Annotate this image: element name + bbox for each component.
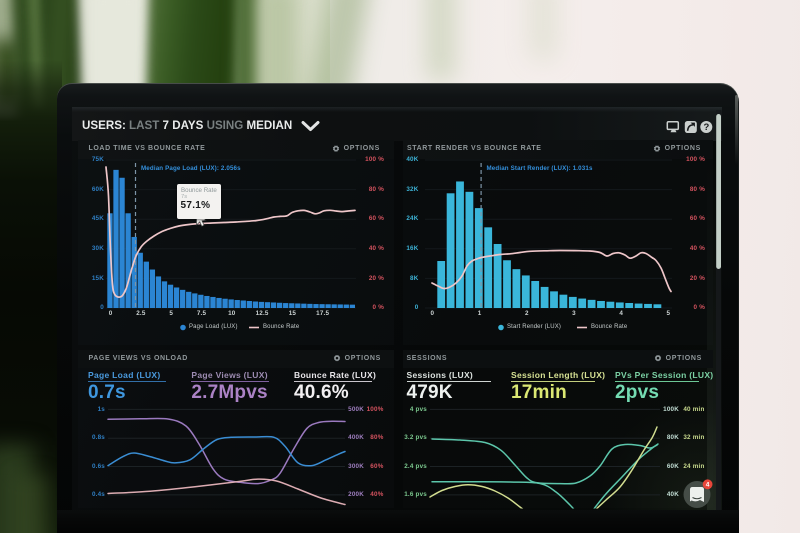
svg-text:4: 4 — [706, 482, 710, 489]
